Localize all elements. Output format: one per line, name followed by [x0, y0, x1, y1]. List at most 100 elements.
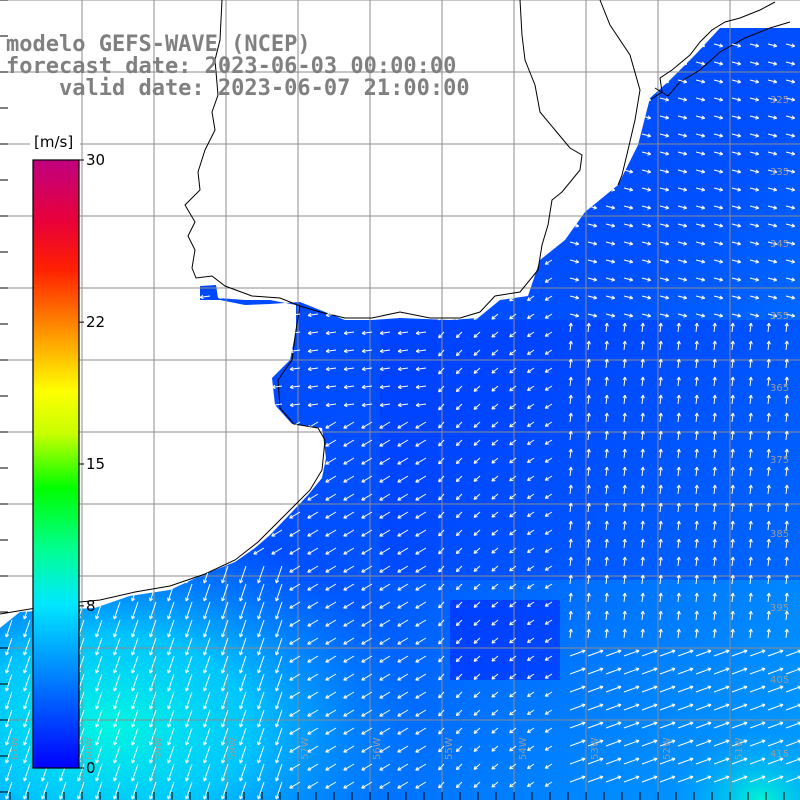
wind-arrow [568, 340, 573, 351]
wind-arrow [677, 649, 694, 657]
wind-arrow [235, 348, 247, 354]
wind-arrow [491, 313, 499, 320]
wind-arrow [784, 466, 789, 477]
wind-arrow [659, 277, 670, 282]
wind-arrow [569, 757, 586, 765]
wind-arrow [113, 655, 121, 674]
wind-arrow [713, 757, 730, 765]
wind-arrow [325, 294, 337, 300]
wind-arrow [361, 384, 373, 390]
wind-arrow [605, 685, 622, 693]
wind-arrow [509, 727, 517, 734]
wind-arrow [544, 169, 553, 175]
wind-arrow [455, 385, 463, 393]
wind-arrow [473, 763, 481, 770]
wind-arrow [127, 168, 139, 174]
wind-arrow [526, 727, 535, 734]
wind-arrow [438, 187, 445, 195]
wind-arrow [491, 349, 499, 356]
wind-arrow [181, 493, 193, 501]
wind-arrow [379, 439, 391, 447]
wind-arrow [343, 439, 355, 447]
wind-arrow [491, 277, 499, 284]
wind-arrow [623, 97, 634, 102]
wind-arrow [659, 649, 676, 657]
wind-arrow [325, 421, 337, 429]
wind-arrow [748, 394, 753, 405]
wind-arrow [677, 115, 688, 120]
wind-arrow [569, 115, 580, 120]
wind-arrow [307, 637, 319, 645]
wind-arrow [676, 484, 681, 495]
wind-arrow [239, 619, 247, 638]
wind-arrow [526, 169, 535, 176]
wind-arrow [438, 493, 445, 501]
wind-arrow [145, 312, 157, 318]
wind-arrow [623, 241, 634, 246]
wind-arrow [199, 168, 211, 174]
wind-arrow [217, 330, 229, 336]
wind-arrow [95, 565, 103, 584]
wind-arrow [415, 132, 427, 138]
wind-arrow [181, 402, 193, 408]
wind-arrow [748, 520, 753, 531]
wind-arrow [748, 628, 753, 639]
wind-arrow [289, 601, 301, 609]
wind-arrow [713, 775, 730, 783]
wind-arrow [586, 394, 591, 405]
wind-arrow [361, 565, 373, 573]
wind-arrow [748, 466, 753, 477]
wind-arrow [163, 421, 175, 429]
wind-arrow [5, 655, 13, 674]
wind-arrow [455, 763, 463, 771]
wind-arrow [731, 187, 742, 192]
wind-arrow [343, 384, 355, 390]
wind-arrow [641, 649, 658, 657]
wind-arrow [491, 169, 499, 176]
wind-arrow [587, 61, 598, 66]
wind-arrow [712, 430, 717, 441]
wind-arrow [767, 115, 778, 120]
wind-arrow [587, 775, 604, 783]
wind-arrow [767, 721, 784, 729]
wind-arrow [569, 187, 580, 192]
wind-arrow [622, 574, 627, 585]
wind-arrow [587, 43, 598, 48]
wind-arrow [623, 775, 640, 783]
wind-arrow [199, 222, 211, 228]
wind-arrow [271, 240, 283, 246]
wind-arrow [473, 61, 481, 68]
wind-arrow [41, 781, 49, 800]
wind-arrow [1, 258, 13, 264]
wind-arrow [91, 240, 103, 246]
wind-arrow [415, 457, 427, 465]
wind-arrow [766, 484, 771, 495]
wind-arrow [766, 574, 771, 585]
wind-arrow [623, 169, 634, 174]
wind-arrow [586, 448, 591, 459]
wind-arrow [544, 259, 553, 265]
lat-label: 395 [770, 603, 789, 614]
wind-arrow [379, 727, 391, 735]
wind-arrow [275, 637, 283, 656]
wind-arrow [253, 547, 265, 555]
wind-arrow [713, 115, 724, 120]
wind-arrow [544, 313, 553, 319]
wind-arrow [712, 466, 717, 477]
wind-arrow [730, 412, 735, 423]
wind-arrow [325, 150, 337, 156]
wind-arrow [185, 583, 193, 602]
wind-arrow [343, 258, 355, 264]
wind-arrow [586, 322, 591, 333]
wind-arrow [167, 745, 175, 764]
wind-arrow [509, 529, 517, 536]
wind-arrow [623, 205, 634, 210]
wind-arrow [569, 649, 586, 657]
wind-arrow [766, 376, 771, 387]
wind-arrow [695, 133, 706, 138]
wind-arrow [767, 685, 784, 693]
wind-arrow [784, 520, 789, 531]
wind-arrow [767, 61, 778, 66]
wind-arrow [526, 691, 535, 698]
wind-arrow [730, 556, 735, 567]
